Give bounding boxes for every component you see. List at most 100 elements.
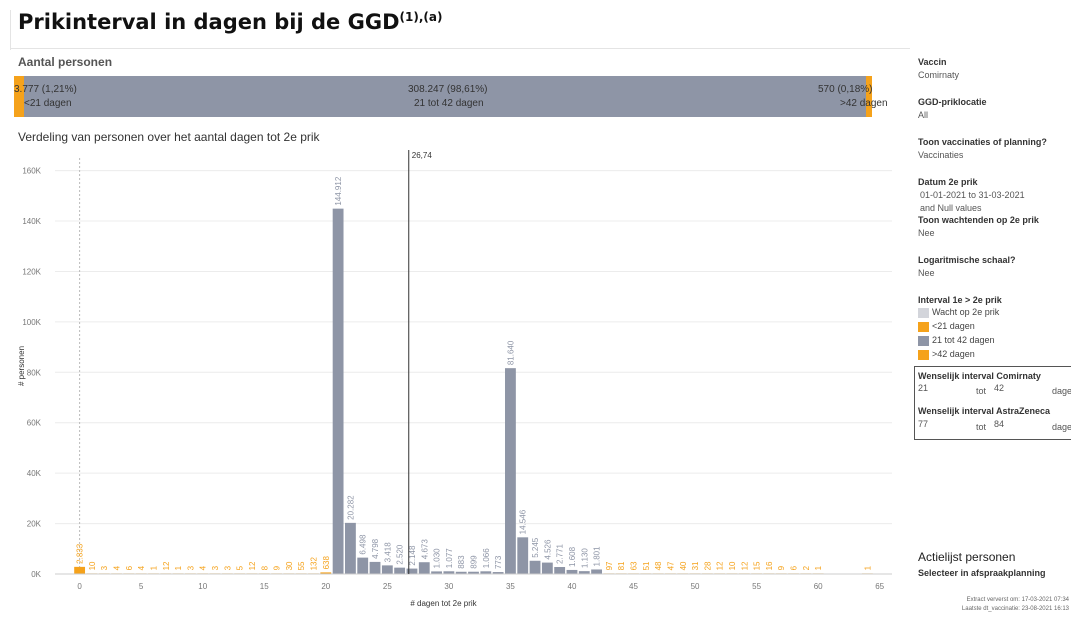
histogram-bar[interactable] [344,522,356,574]
x-tick-label: 65 [875,582,884,591]
summary-bar-gt42[interactable] [866,76,872,117]
bar-value-label: 40 [679,561,688,570]
x-tick-label: 50 [691,582,700,591]
histogram-bar[interactable] [332,208,344,574]
histogram-bar[interactable] [578,571,590,574]
bar-value-label: 6.498 [359,534,368,555]
histogram-bar[interactable] [455,571,467,574]
filter-wacht-label: Toon wachtenden op 2e prik [918,215,1039,225]
summary-bar-lt21[interactable] [14,76,24,117]
legend-item-mid[interactable]: 21 tot 42 dagen [918,335,995,346]
bar-value-label: 4 [199,565,208,570]
histogram-bar[interactable] [529,560,541,574]
bar-value-label: 638 [322,555,331,569]
histogram-bar[interactable] [541,562,553,574]
bar-value-label: 2.833 [76,543,85,564]
bars-layer [74,208,873,574]
bar-value-label: 9 [777,565,786,570]
filter-locatie-value[interactable]: All [918,110,929,120]
x-axis-label: # dagen tot 2e prik [410,599,477,608]
summary-bar-mid[interactable] [14,76,872,117]
x-tick-label: 35 [506,582,515,591]
summary-left-value: 3.777 (1,21%) [14,84,77,95]
astra-interval-tot: tot [976,422,987,432]
x-tick-label: 45 [629,582,638,591]
bar-value-label: 8 [260,565,269,570]
histogram-bar[interactable] [418,562,430,574]
bar-value-label: 16 [765,561,774,570]
histogram-bar[interactable] [74,566,86,574]
histogram-bar[interactable] [406,568,418,574]
histogram-bar[interactable] [505,368,516,574]
x-tick-label: 40 [568,582,577,591]
comirnaty-interval-to[interactable]: 42 [994,383,1005,393]
histogram-bar[interactable] [566,569,578,574]
legend-item-lt21[interactable]: <21 dagen [918,321,975,332]
bar-value-label: 30 [285,561,294,570]
histogram-bar[interactable] [320,572,332,574]
y-tick-label: 0K [31,570,41,579]
bar-value-label: 51 [642,561,651,570]
astra-interval-title: Wenselijk interval AstraZeneca [918,406,1051,416]
bar-value-label: 1 [174,565,183,570]
x-tick-label: 5 [139,582,144,591]
bar-value-label: 10 [728,561,737,570]
bar-value-label: 28 [703,561,712,570]
histogram-bar[interactable] [554,567,566,574]
bar-value-label: 3 [186,565,195,570]
x-tick-label: 0 [77,582,82,591]
comirnaty-interval-unit: dage [1052,386,1071,396]
legend-item-wacht[interactable]: Wacht op 2e prik [918,307,999,318]
histogram-bar[interactable] [517,537,529,574]
bar-value-label: 2 [802,565,811,570]
bar-value-label: 1.077 [445,548,454,569]
histogram-bar[interactable] [431,571,442,574]
filter-wacht-value[interactable]: Nee [918,228,935,238]
bar-value-label: 63 [630,561,639,570]
selecteer-afspraakplanning-link[interactable]: Selecteer in afspraakplanning [918,568,1046,578]
histogram-bar[interactable] [492,572,504,574]
legend-swatch-wacht [918,307,929,318]
bar-value-label: 1.030 [433,548,442,569]
histogram-bar[interactable] [591,569,603,574]
filter-vaccin-value[interactable]: Comirnaty [918,70,960,80]
legend-label-lt21: <21 dagen [932,321,975,331]
histogram-bar[interactable] [381,565,393,574]
filter-log-value[interactable]: Nee [918,268,935,278]
filter-toon-value[interactable]: Vaccinaties [918,150,964,160]
comirnaty-interval-from[interactable]: 21 [918,383,929,393]
astra-interval-to[interactable]: 84 [994,419,1005,429]
title-divider-line [10,48,910,49]
histogram-bar[interactable] [357,557,369,574]
histogram-bar[interactable] [468,571,479,574]
grid-layer [55,158,892,575]
bar-value-label: 48 [654,561,663,570]
bar-value-label: 15 [753,561,762,570]
page-title-text: Prikinterval in dagen bij de GGD [18,10,400,34]
astra-interval-from[interactable]: 77 [918,419,929,429]
legend-item-gt42[interactable]: >42 dagen [918,349,975,360]
bar-value-label: 4.526 [543,539,552,560]
y-tick-label: 20K [27,520,42,529]
histogram-bar[interactable] [394,567,406,574]
bar-value-label: 2.520 [396,544,405,565]
histogram-bar[interactable] [369,561,381,574]
y-tick-label: 100K [22,318,41,327]
bar-value-label: 1 [863,565,872,570]
page-title: Prikinterval in dagen bij de GGD(1),(a) [18,10,442,34]
legend-swatch-lt21 [918,321,929,332]
bar-value-label: 4 [113,565,122,570]
x-tick-label: 30 [444,582,453,591]
histogram-bar[interactable] [480,571,492,574]
bar-value-label: 132 [309,557,318,571]
bar-value-label: 2.771 [556,543,565,564]
histogram-bar[interactable] [443,571,455,574]
chart-title: Verdeling van personen over het aantal d… [18,130,320,144]
summary-mid-label: 21 tot 42 dagen [414,98,484,109]
filter-log-label: Logaritmische schaal? [918,255,1016,265]
summary-right-label: >42 dagen [840,98,888,109]
bar-value-label: 9 [273,565,282,570]
filter-datum-value[interactable]: 01-01-2021 to 31-03-2021 [920,190,1025,200]
legend-label-gt42: >42 dagen [932,349,975,359]
